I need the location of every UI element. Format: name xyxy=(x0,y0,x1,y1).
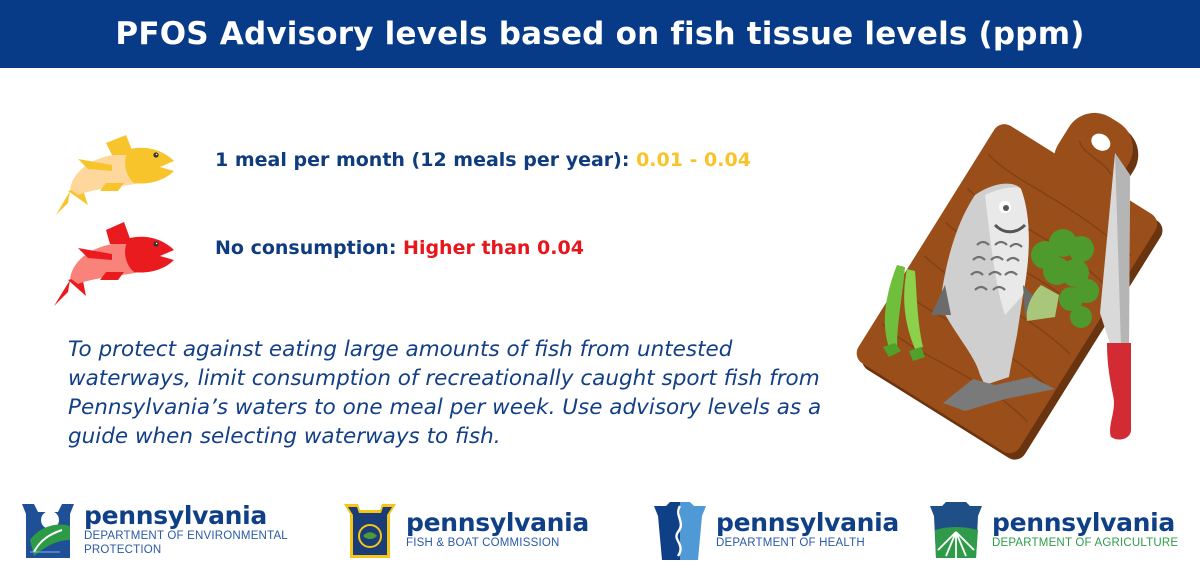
logo-fbc-department: FISH & BOAT COMMISSION xyxy=(406,537,560,549)
agriculture-keystone-icon xyxy=(930,502,982,558)
dep-keystone-icon xyxy=(22,504,74,558)
advisory-row-no-consumption: No consumption: Higher than 0.04 xyxy=(48,218,584,308)
logo-dep: pennsylvania DEPARTMENT OF ENVIRONMENTAL… xyxy=(20,500,289,560)
advisory-label-monthly: 1 meal per month (12 meals per year): 0.… xyxy=(215,149,751,171)
cutting-board-with-fish-knife-broccoli-peas-icon xyxy=(856,112,1163,460)
logo-department-of-agriculture: pennsylvania DEPARTMENT OF AGRICULTURE xyxy=(928,500,1178,560)
yellow-fish-icon xyxy=(56,135,174,215)
doh-keystone-icon xyxy=(654,502,706,560)
logo-doh-name: pennsylvania xyxy=(716,508,899,537)
advisory-row-monthly: 1 meal per month (12 meals per year): 0.… xyxy=(48,125,751,215)
fish-boat-commission-badge-icon xyxy=(344,504,396,558)
header-banner: PFOS Advisory levels based on fish tissu… xyxy=(0,0,1200,68)
advisory-value-monthly: 0.01 - 0.04 xyxy=(636,149,751,171)
logo-dep-name: pennsylvania xyxy=(84,501,267,530)
advisory-value-no-consumption: Higher than 0.04 xyxy=(403,237,584,259)
logo-agri-department: DEPARTMENT OF AGRICULTURE xyxy=(992,537,1179,549)
logo-dep-department: DEPARTMENT OF ENVIRONMENTAL PROTECTION xyxy=(84,530,288,556)
logo-fbc-name: pennsylvania xyxy=(406,508,589,537)
advisory-label-no-consumption: No consumption: Higher than 0.04 xyxy=(215,237,584,259)
guidance-note: To protect against eating large amounts … xyxy=(68,337,822,449)
logo-fish-boat-commission: pennsylvania FISH & BOAT COMMISSION xyxy=(342,500,589,560)
logo-doh-department: DEPARTMENT OF HEALTH xyxy=(716,537,865,549)
red-fish-icon xyxy=(54,222,174,306)
advisory-text: No consumption: xyxy=(215,237,404,259)
logo-department-of-health: pennsylvania DEPARTMENT OF HEALTH xyxy=(652,500,899,560)
page-title: PFOS Advisory levels based on fish tissu… xyxy=(115,16,1085,52)
advisory-text: 1 meal per month (12 meals per year): xyxy=(215,149,637,171)
logo-agri-name: pennsylvania xyxy=(992,508,1175,537)
